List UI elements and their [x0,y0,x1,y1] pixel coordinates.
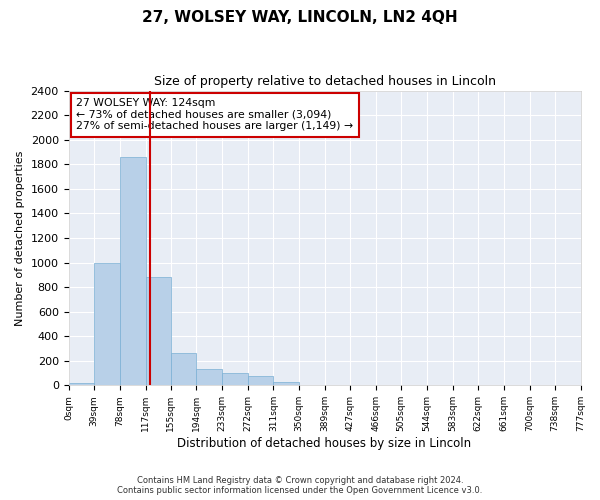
Bar [94,262,120,386]
Bar [146,278,170,386]
Bar [68,383,94,386]
Bar [248,376,274,386]
Bar [274,382,299,386]
Y-axis label: Number of detached properties: Number of detached properties [15,150,25,326]
X-axis label: Distribution of detached houses by size in Lincoln: Distribution of detached houses by size … [178,437,472,450]
Bar [120,157,146,386]
Text: 27 WOLSEY WAY: 124sqm
← 73% of detached houses are smaller (3,094)
27% of semi-d: 27 WOLSEY WAY: 124sqm ← 73% of detached … [76,98,353,131]
Bar [196,370,222,386]
Bar [222,373,248,386]
Text: Contains HM Land Registry data © Crown copyright and database right 2024.
Contai: Contains HM Land Registry data © Crown c… [118,476,482,495]
Title: Size of property relative to detached houses in Lincoln: Size of property relative to detached ho… [154,75,496,88]
Bar [170,354,196,386]
Text: 27, WOLSEY WAY, LINCOLN, LN2 4QH: 27, WOLSEY WAY, LINCOLN, LN2 4QH [142,10,458,25]
